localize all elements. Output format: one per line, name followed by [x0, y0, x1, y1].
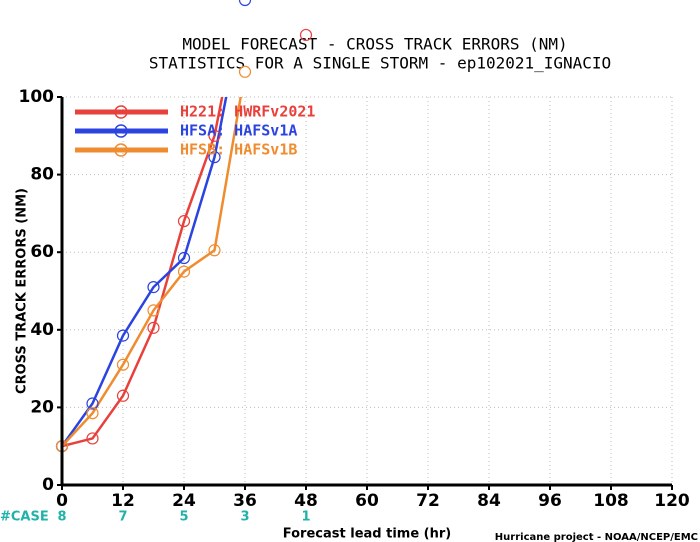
x-tick-label: 0 — [56, 491, 68, 511]
data-point — [86, 432, 99, 445]
footer: Hurricane project - NOAA/NCEP/EMC — [495, 532, 698, 542]
series-line — [62, 97, 224, 448]
chart-subtitle: STATISTICS FOR A SINGLE STORM - ep102021… — [149, 54, 611, 73]
plot-lines — [62, 97, 242, 448]
data-point — [147, 321, 160, 334]
x-tick-label: 72 — [416, 491, 440, 511]
data-point — [238, 65, 252, 78]
data-point — [238, 0, 252, 7]
y-axis-label: CROSS TRACK ERRORS (NM) — [15, 188, 30, 394]
data-point — [116, 329, 130, 342]
y-tick-label: 20 — [30, 397, 54, 417]
x-tick-label: 24 — [172, 491, 196, 511]
y-tick-label: 40 — [30, 320, 54, 340]
y-tick-label: 80 — [30, 165, 54, 185]
data-point — [299, 28, 313, 42]
data-point — [177, 215, 191, 228]
legend-marker — [114, 124, 128, 138]
case-count: 8 — [57, 510, 66, 525]
data-point — [116, 358, 130, 371]
x-tick-label: 108 — [593, 491, 629, 511]
data-point — [116, 389, 130, 402]
series-line — [62, 97, 242, 448]
data-point — [208, 129, 221, 142]
legend-marker — [114, 105, 128, 119]
case-count: 3 — [240, 510, 249, 525]
legend-marker — [114, 143, 128, 157]
data-point — [177, 265, 191, 278]
data-point — [86, 407, 99, 420]
y-tick-label: 0 — [42, 475, 54, 495]
y-tick-label: 60 — [30, 242, 54, 262]
x-axis-label: Forecast lead time (hr) — [283, 527, 451, 542]
data-point — [208, 244, 221, 257]
data-point — [86, 397, 99, 410]
data-point — [177, 251, 191, 265]
chart-title: MODEL FORECAST - CROSS TRACK ERRORS (NM) — [182, 35, 567, 54]
case-label: #CASE — [0, 510, 49, 525]
x-tick-label: 96 — [538, 491, 562, 511]
x-tick-label: 36 — [233, 491, 257, 511]
legend-label: HFSA: HAFSv1A — [180, 122, 297, 140]
data-point — [208, 151, 221, 164]
case-count: 1 — [301, 510, 310, 525]
data-point — [147, 281, 160, 294]
legend-label: HFSB: HAFSv1B — [180, 141, 297, 159]
case-count: 5 — [179, 510, 188, 525]
data-point — [147, 304, 160, 317]
y-tick-label: 100 — [19, 87, 55, 107]
x-tick-label: 84 — [477, 491, 501, 511]
legend-label: H221: HWRFv2021 — [180, 103, 315, 121]
x-tick-label: 60 — [355, 491, 379, 511]
x-tick-label: 12 — [111, 491, 135, 511]
x-tick-label: 120 — [654, 491, 690, 511]
series-line — [62, 97, 228, 447]
case-count: 7 — [118, 510, 127, 525]
x-tick-label: 48 — [294, 491, 318, 511]
